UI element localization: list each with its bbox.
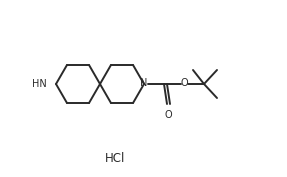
Text: HN: HN [32, 79, 47, 89]
Text: O: O [180, 78, 188, 88]
Text: HCl: HCl [105, 153, 125, 165]
Text: N: N [140, 78, 148, 88]
Text: O: O [164, 110, 172, 120]
